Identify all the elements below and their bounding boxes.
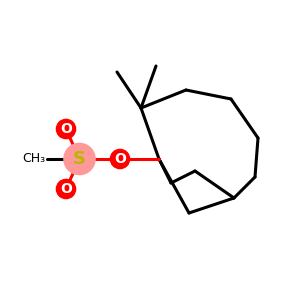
Text: S: S bbox=[73, 150, 86, 168]
Circle shape bbox=[56, 179, 76, 199]
Text: O: O bbox=[60, 122, 72, 136]
Circle shape bbox=[64, 143, 95, 175]
Circle shape bbox=[56, 119, 76, 139]
Text: O: O bbox=[114, 152, 126, 166]
Circle shape bbox=[110, 149, 130, 169]
Text: CH₃: CH₃ bbox=[22, 152, 45, 166]
Text: O: O bbox=[60, 182, 72, 196]
